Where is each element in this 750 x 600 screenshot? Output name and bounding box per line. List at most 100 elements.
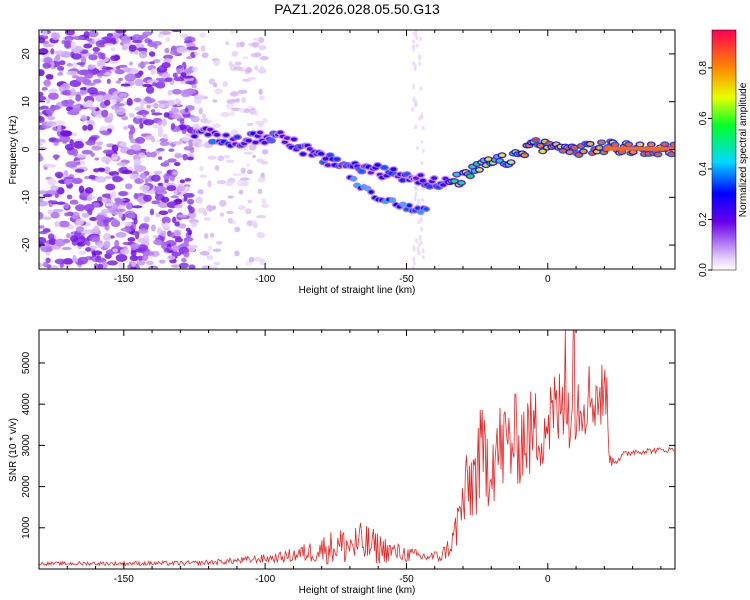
noise-blob (105, 183, 116, 191)
noise-blob (118, 77, 123, 82)
noise-blob (134, 78, 144, 87)
noise-blob (39, 116, 45, 124)
noise-blob (415, 43, 419, 48)
noise-blob (157, 182, 164, 187)
noise-blob (414, 186, 418, 192)
noise-blob (99, 125, 108, 132)
colorbar: 0.0 0.2 0.4 0.6 0.8 Normalized spectral ampl… (698, 29, 749, 277)
y-tick-label: 3000 (21, 434, 32, 457)
noise-blob (170, 232, 176, 238)
noise-blob (412, 39, 416, 45)
ridge-core (661, 142, 668, 147)
noise-blob (47, 115, 56, 121)
noise-blob (155, 81, 166, 89)
noise-blob (212, 123, 221, 128)
noise-blob (199, 32, 206, 39)
noise-blob (248, 256, 255, 263)
noise-blob (97, 263, 104, 269)
noise-blob (202, 210, 208, 216)
noise-blob (171, 113, 182, 120)
noise-blob (219, 212, 225, 217)
noise-blob (39, 37, 45, 44)
noise-blob (184, 107, 189, 113)
noise-blob (195, 94, 205, 99)
ridge-core (580, 149, 587, 154)
noise-blob (143, 119, 155, 126)
spectrogram-ylabel: Frequency (Hz) (8, 116, 19, 185)
noise-blob (227, 217, 233, 224)
noise-blob (39, 142, 43, 147)
noise-blob (237, 205, 246, 211)
noise-blob (104, 43, 114, 47)
noise-blob (117, 64, 128, 68)
ridge-core (560, 149, 567, 153)
noise-blob (217, 155, 225, 162)
noise-blob (414, 101, 418, 108)
noise-blob (259, 66, 265, 71)
noise-blob (163, 173, 170, 181)
noise-blob (104, 99, 111, 106)
noise-blob (193, 142, 200, 147)
noise-blob (168, 148, 175, 152)
noise-blob (222, 81, 228, 87)
noise-blob (414, 191, 418, 198)
noise-blob (172, 72, 178, 78)
ridge-core (431, 176, 438, 180)
noise-blob (100, 156, 112, 163)
noise-blob (63, 169, 69, 176)
noise-blob (201, 120, 212, 124)
noise-blob (65, 161, 78, 168)
noise-blob (78, 185, 85, 194)
noise-blob (45, 97, 51, 104)
ridge-core (648, 142, 655, 147)
noise-blob (225, 159, 235, 163)
noise-blob (247, 199, 252, 204)
noise-blob (159, 259, 166, 264)
branch-core (389, 198, 395, 202)
noise-blob (247, 76, 256, 81)
noise-blob (83, 43, 93, 49)
noise-blob (177, 185, 185, 192)
ridge-core (214, 133, 221, 137)
noise-blob (75, 226, 85, 233)
noise-blob (66, 194, 73, 200)
ridge-core (485, 157, 492, 162)
noise-blob (166, 185, 177, 192)
noise-blob (219, 199, 227, 207)
y-tick-label: -10 (21, 190, 32, 205)
noise-blob (174, 237, 184, 243)
noise-blob (57, 72, 64, 76)
noise-blob (96, 72, 104, 77)
noise-blob (138, 152, 146, 159)
noise-blob (157, 104, 166, 109)
noise-blob (39, 138, 45, 143)
noise-blob (417, 219, 421, 225)
noise-blob (73, 140, 84, 149)
noise-blob (54, 258, 67, 265)
noise-blob (155, 212, 161, 218)
snr-xlabel: Height of straight line (km) (299, 585, 416, 596)
noise-blob (39, 262, 43, 268)
noise-blob (151, 82, 158, 87)
noise-blob (71, 177, 83, 185)
noise-blob (122, 169, 133, 174)
noise-blob (198, 107, 203, 115)
noise-blob (135, 115, 142, 119)
noise-blob (161, 196, 170, 203)
ridge-core (670, 142, 675, 147)
noise-blob (124, 73, 137, 82)
noise-blob (420, 161, 424, 166)
ridge-core (268, 138, 275, 143)
noise-blob (216, 180, 227, 185)
noise-blob (188, 264, 196, 269)
noise-blob (256, 231, 266, 239)
noise-blob (130, 249, 137, 257)
noise-blob (256, 214, 266, 219)
noise-blob (421, 125, 425, 131)
noise-blob (100, 130, 110, 136)
noise-blob (118, 141, 127, 147)
noise-blob (62, 258, 74, 265)
noise-blob (54, 50, 66, 55)
noise-blob (203, 217, 211, 221)
